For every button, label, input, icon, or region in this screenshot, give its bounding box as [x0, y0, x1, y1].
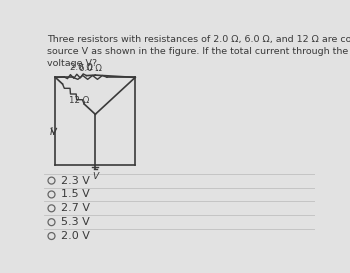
Text: 6.0 Ω: 6.0 Ω [79, 64, 101, 73]
Text: 1.5 V: 1.5 V [61, 189, 90, 200]
Text: 2.7 V: 2.7 V [61, 203, 90, 213]
Text: 2.3 V: 2.3 V [61, 176, 90, 186]
Text: 12 Ω: 12 Ω [69, 96, 90, 105]
Text: Three resistors with resistances of 2.0 Ω, 6.0 Ω, and 12 Ω are connected across : Three resistors with resistances of 2.0 … [47, 35, 350, 68]
Text: 5.3 V: 5.3 V [61, 217, 90, 227]
Text: V: V [92, 172, 98, 181]
Text: 2.0 Ω: 2.0 Ω [70, 63, 93, 72]
Text: 2.0 V: 2.0 V [61, 231, 90, 241]
Text: I: I [50, 127, 53, 137]
